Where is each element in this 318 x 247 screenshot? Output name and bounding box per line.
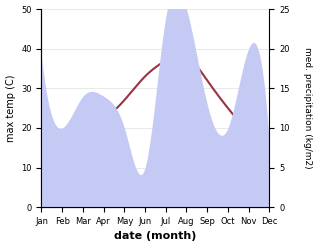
- Y-axis label: med. precipitation (kg/m2): med. precipitation (kg/m2): [303, 47, 313, 169]
- Y-axis label: max temp (C): max temp (C): [5, 74, 16, 142]
- X-axis label: date (month): date (month): [114, 231, 197, 242]
